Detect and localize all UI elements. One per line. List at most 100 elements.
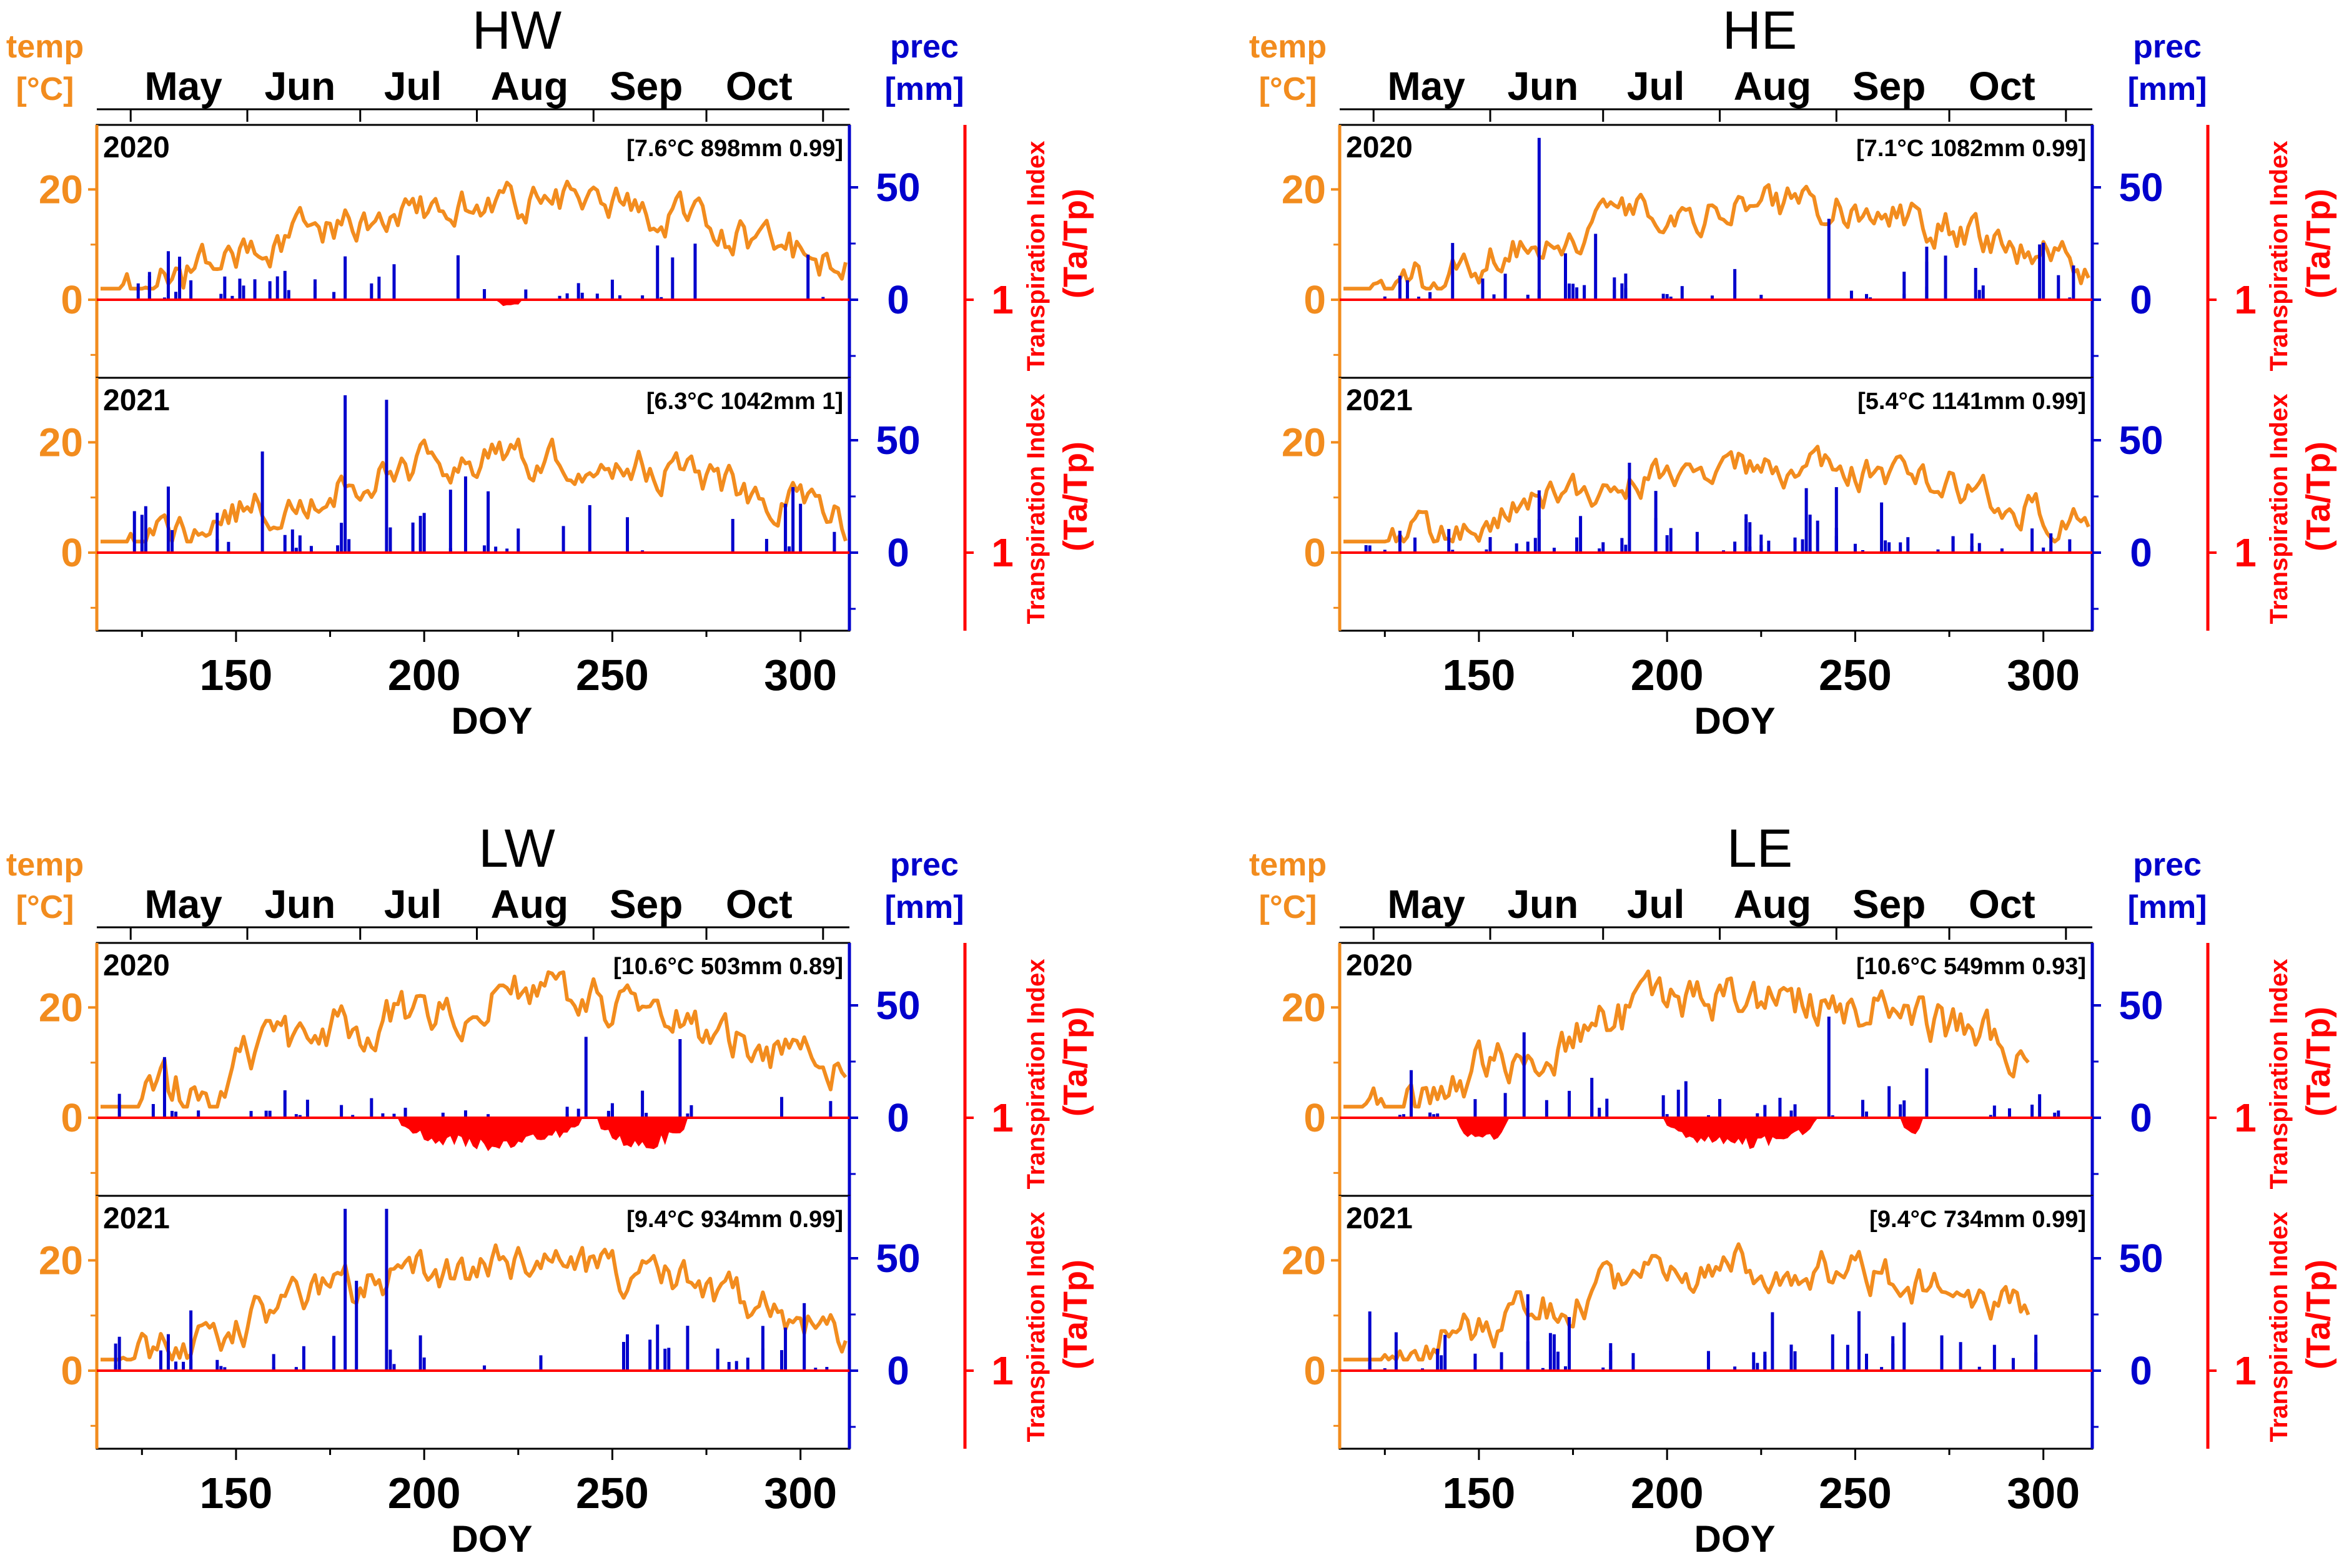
x-tick-label: 300 [764, 651, 837, 699]
prec-bar [610, 1103, 614, 1118]
prec-bar [746, 1358, 749, 1371]
month-label: May [1387, 882, 1465, 927]
prec-axis-unit: [mm] [2127, 71, 2207, 107]
prec-bar [340, 1105, 344, 1118]
prec-bar [1849, 290, 1853, 300]
prec-bar [1733, 269, 1737, 300]
prec-bar [1718, 1098, 1722, 1118]
temp-axis-label: temp [1249, 29, 1327, 65]
prec-axis-unit: [mm] [884, 889, 964, 925]
prec-bar [1473, 1099, 1477, 1118]
prec-bar [784, 511, 788, 553]
prec-bar [283, 535, 287, 553]
subplot-frame [96, 942, 851, 1197]
temp-axis-unit: [°C] [16, 889, 74, 925]
month-label: Sep [610, 64, 683, 109]
prec-bar [344, 256, 347, 300]
prec-bar [1733, 1366, 1737, 1371]
temp-series [101, 437, 848, 544]
prec-bar [302, 1346, 305, 1371]
prec-bar [441, 1112, 445, 1118]
prec-bar [463, 1110, 467, 1118]
ti-axis-sub: (Ta/Tp) [1057, 189, 1094, 298]
prec-bar [1552, 1334, 1556, 1371]
ti-tick-label: 1 [991, 1348, 1014, 1393]
x-tick-label: 200 [388, 651, 461, 699]
year-label: 2021 [103, 384, 170, 417]
prec-axis-label: prec [2133, 847, 2202, 883]
prec-bar [2011, 1358, 2015, 1371]
prec-bar [561, 526, 565, 553]
prec-bar [1940, 1335, 1944, 1371]
prec-bar [2068, 539, 2072, 553]
prec-bar [283, 270, 287, 300]
prec-bar [693, 244, 697, 300]
prec-bar [1992, 1105, 1996, 1118]
temp-tick-label: 20 [39, 1238, 83, 1283]
prec-bar [355, 1281, 359, 1371]
temp-series [101, 970, 848, 1109]
prec-bar [1624, 274, 1628, 300]
prec-bar [727, 1362, 731, 1371]
prec-bar [1541, 1368, 1545, 1371]
prec-bar [377, 277, 381, 300]
prec-bar [1846, 1344, 1849, 1371]
prec-bar [249, 1111, 253, 1118]
prec-bar [151, 1104, 155, 1118]
prec-axis-label: prec [2133, 29, 2202, 65]
prec-bar [1526, 294, 1530, 300]
prec-bar [340, 523, 344, 553]
prec-bar [622, 1347, 625, 1371]
prec-bar [1364, 545, 1368, 553]
prec-bar [1763, 1354, 1767, 1371]
prec-bar [2049, 533, 2053, 553]
month-label: Oct [1969, 882, 2035, 927]
prec-bar [1759, 295, 1763, 300]
x-tick-label: 250 [576, 1469, 649, 1517]
prec-tick-label: 50 [876, 165, 920, 210]
prec-tick-label: 0 [2130, 1095, 2152, 1140]
temp-series [1343, 183, 2090, 291]
prec-bar [1598, 1107, 1601, 1118]
prec-bar [1902, 1100, 1906, 1118]
prec-bar [242, 285, 245, 300]
prec-bar [1620, 538, 1624, 553]
prec-bar [1977, 1366, 1981, 1371]
prec-bar [2053, 1112, 2057, 1118]
year-label: 2020 [1346, 131, 1413, 164]
x-tick-label: 300 [2007, 1469, 2080, 1517]
prec-bar [1865, 293, 1868, 300]
subplot-frame [1338, 942, 2094, 1197]
prec-bar [1398, 1115, 1402, 1118]
prec-bar [1759, 535, 1763, 553]
prec-bar [1853, 543, 1857, 553]
prec-bar [1936, 549, 1940, 553]
prec-bar [483, 545, 487, 553]
prec-bar [392, 264, 396, 300]
prec-bar [641, 1090, 645, 1118]
prec-bar [641, 295, 645, 300]
ti-axis-sub: (Ta/Tp) [2300, 1007, 2337, 1117]
prec-tick-label: 0 [887, 277, 909, 322]
subplot-2020: 0 20 0 50 1 Transpiration Index (Ta/Tp) 2020 [10… [1282, 942, 2337, 1197]
prec-bar [588, 505, 591, 553]
prec-bar [294, 1368, 298, 1371]
prec-bar [821, 297, 825, 300]
prec-bar [223, 276, 227, 300]
prec-bar [626, 1334, 630, 1371]
ti-axis-sub: (Ta/Tp) [1057, 1260, 1094, 1369]
panel-title: LE [1727, 819, 1793, 879]
prec-bar [1748, 546, 1752, 553]
prec-bar [1436, 1348, 1440, 1371]
prec-bar [238, 279, 242, 300]
prec-bar [422, 1357, 426, 1371]
prec-bar [1590, 1078, 1594, 1118]
prec-bar [456, 255, 460, 300]
x-tick-label: 150 [200, 1469, 273, 1517]
month-label: May [144, 64, 222, 109]
prec-bar [1368, 1311, 1372, 1371]
prec-bar [558, 295, 561, 300]
prec-bar [294, 1114, 298, 1118]
prec-bar [1481, 278, 1485, 300]
